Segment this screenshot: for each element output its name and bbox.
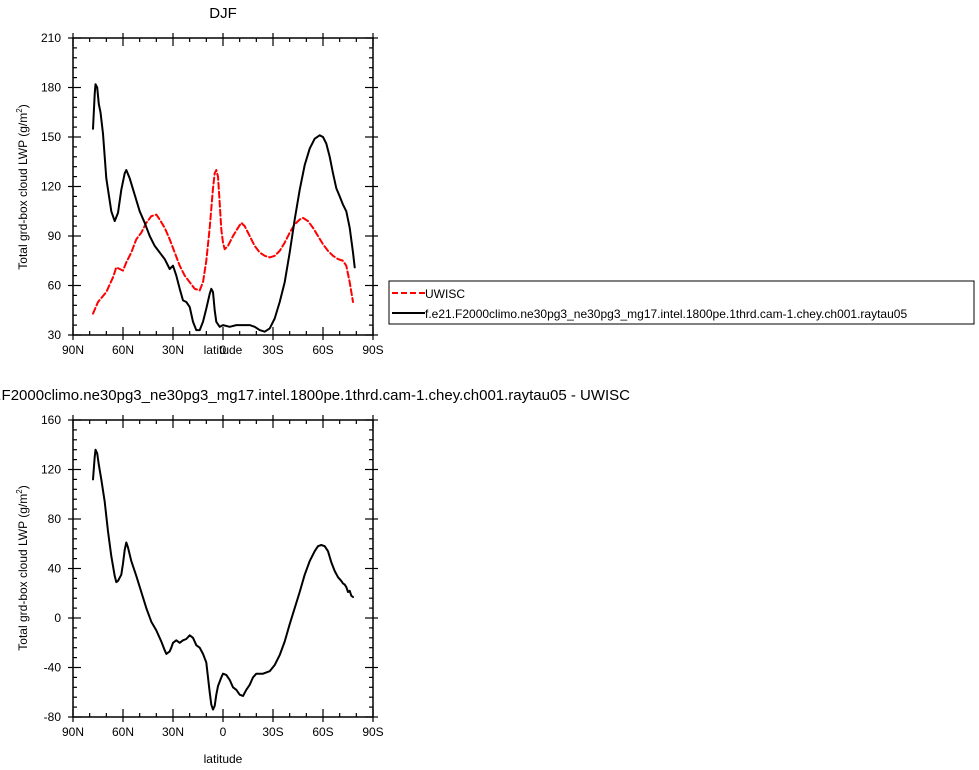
top-x-tick-label: 0 (220, 343, 227, 357)
bottom-x-tick-label: 60S (312, 725, 333, 739)
top-y-ticks: 30 60 90 120 150 180 210 (41, 31, 378, 342)
top-x-tick-label: 90S (362, 343, 383, 357)
bottom-y-axis-label-superscript: 2 (15, 489, 24, 494)
bottom-series-line-model (92, 448, 354, 711)
top-x-axis-label: latitude (204, 343, 243, 357)
bottom-y-tick-label: -80 (44, 710, 62, 724)
top-series-line-model (92, 83, 356, 333)
bottom-plot-frame (72, 419, 374, 718)
bottom-x-tick-label: 90N (62, 725, 84, 739)
bottom-x-axis-label: latitude (204, 752, 243, 766)
top-plot-frame (72, 37, 374, 336)
bottom-y-axis-label-main: Total grd-box cloud LWP (g/m (16, 494, 30, 651)
top-x-tick-label: 60S (312, 343, 333, 357)
legend-entry-model: f.e21.F2000climo.ne30pg3_ne30pg3_mg17.in… (425, 307, 907, 321)
bottom-y-ticks: -80 -40 0 40 80 120 160 (41, 413, 378, 724)
legend: UWISC f.e21.F2000climo.ne30pg3_ne30pg3_m… (388, 280, 975, 325)
bottom-y-tick-label: 160 (41, 413, 61, 427)
top-panel-title: DJF (209, 5, 237, 22)
top-y-tick-label: 30 (48, 328, 62, 342)
legend-entry-uwisc: UWISC (425, 287, 465, 301)
top-y-tick-label: 180 (41, 81, 61, 95)
bottom-x-tick-label: 60N (112, 725, 134, 739)
top-y-tick-label: 60 (48, 279, 62, 293)
top-y-tick-label: 120 (41, 180, 61, 194)
top-x-tick-label: 30N (162, 343, 184, 357)
top-x-ticks: 90N 60N 30N 0 30S 60S 90S (62, 33, 384, 357)
top-x-tick-label: 30S (262, 343, 283, 357)
bottom-x-tick-label: 30S (262, 725, 283, 739)
bottom-y-axis-label: Total grd-box cloud LWP (g/m2) (15, 485, 30, 650)
bottom-panel-title: f.e21.F2000climo.ne30pg3_ne30pg3_mg17.in… (0, 387, 630, 404)
top-y-tick-label: 90 (48, 229, 62, 243)
top-series-lines (92, 83, 356, 333)
bottom-y-tick-label: -40 (44, 661, 62, 675)
bottom-y-tick-label: 120 (41, 463, 61, 477)
bottom-y-tick-label: 40 (48, 562, 62, 576)
bottom-x-tick-label: 90S (362, 725, 383, 739)
top-y-axis-label-main: Total grd-box cloud LWP (g/m (16, 113, 30, 270)
bottom-y-tick-label: 0 (54, 611, 61, 625)
bottom-y-tick-label: 80 (48, 512, 62, 526)
top-y-tick-label: 210 (41, 31, 61, 45)
bottom-x-tick-label: 30N (162, 725, 184, 739)
top-panel: DJF 90N 60N 30N 0 30S 60S 90S 30 60 90 120 150 180 2… (15, 5, 975, 357)
top-y-axis-label: Total grd-box cloud LWP (g/m2) (15, 104, 30, 269)
bottom-x-ticks: 90N 60N 30N 0 30S 60S 90S (62, 415, 384, 739)
top-series-line-uwisc (92, 169, 354, 315)
legend-box (388, 280, 975, 325)
top-y-axis-label-superscript: 2 (15, 108, 24, 113)
bottom-x-tick-label: 0 (220, 725, 227, 739)
bottom-panel: f.e21.F2000climo.ne30pg3_ne30pg3_mg17.in… (0, 387, 630, 766)
top-y-axis-label-close: ) (16, 104, 30, 108)
bottom-y-axis-label-close: ) (16, 485, 30, 489)
top-x-tick-label: 90N (62, 343, 84, 357)
top-y-tick-label: 150 (41, 130, 61, 144)
top-x-tick-label: 60N (112, 343, 134, 357)
bottom-series-lines (92, 448, 354, 711)
